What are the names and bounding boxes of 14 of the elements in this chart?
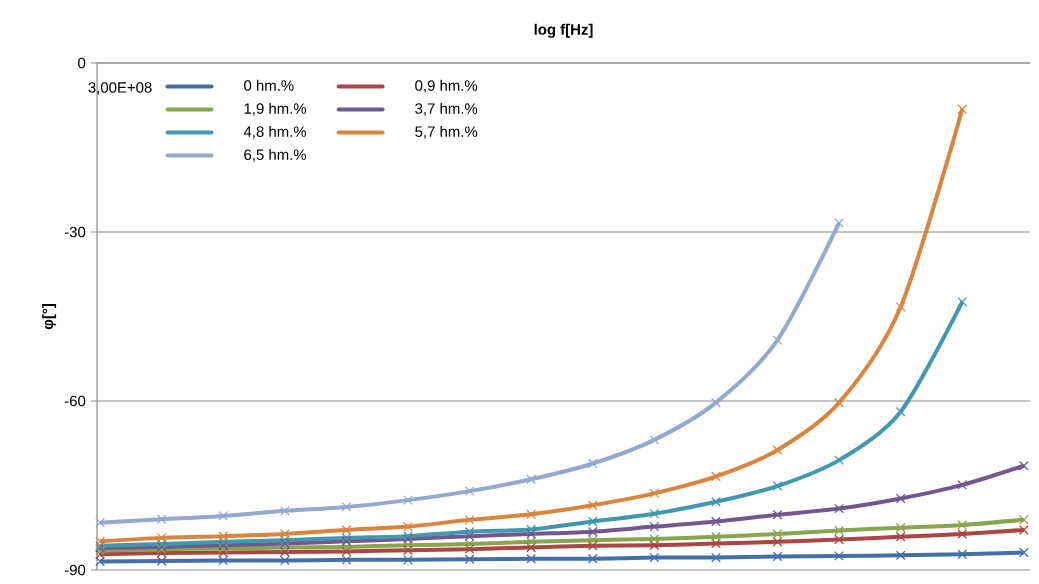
legend-label: 0 hm.% bbox=[244, 79, 294, 91]
x-tick-label: 3,00E+08 bbox=[88, 82, 152, 95]
y-tick-label: 0 bbox=[78, 57, 86, 69]
y-tick-label: -60 bbox=[64, 395, 86, 407]
legend-label: 6,5 hm.% bbox=[244, 149, 307, 162]
legend-label: 5,7 hm.% bbox=[415, 125, 478, 139]
legend-label: 3,7 hm.% bbox=[415, 102, 478, 116]
legend-label: 4,8 hm.% bbox=[243, 125, 307, 139]
y-tick-label: -30 bbox=[64, 226, 86, 238]
y-axis-title: φ[°] bbox=[42, 304, 57, 330]
y-tick-label: -90 bbox=[64, 564, 86, 576]
x-axis-title: log f[Hz] bbox=[534, 23, 593, 38]
legend-label: 1,9 hm.% bbox=[244, 102, 307, 116]
legend-label: 0,9 hm.% bbox=[415, 79, 478, 93]
